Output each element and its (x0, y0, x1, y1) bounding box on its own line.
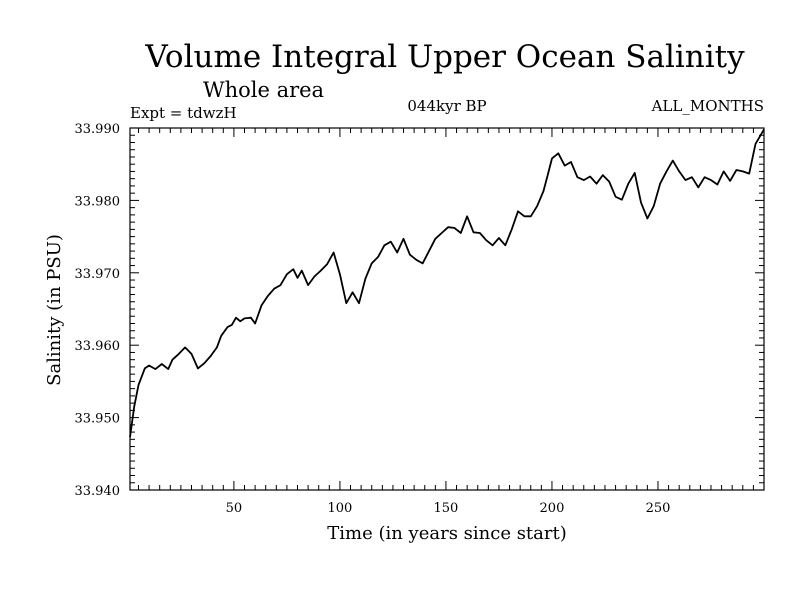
x-tick-label: 200 (540, 501, 565, 516)
x-axis-label: Time (in years since start) (327, 523, 567, 544)
series-group (129, 128, 765, 438)
x-ticks: 50 100 150 200 250 (137, 128, 765, 516)
plot-frame (129, 127, 765, 491)
x-tick-label: 100 (328, 501, 353, 516)
axes (129, 127, 765, 491)
y-tick-label: 33.940 (75, 484, 121, 499)
y-tick-label: 33.950 (75, 412, 121, 427)
header-left: Expt = tdwzH (130, 104, 237, 122)
y-tick-label: 33.990 (75, 122, 121, 137)
header-right: ALL_MONTHS (651, 97, 764, 115)
y-tick-label: 33.980 (75, 194, 121, 209)
header-center: 044kyr BP (407, 97, 486, 115)
x-tick-label: 250 (646, 501, 671, 516)
chart-title: Volume Integral Upper Ocean Salinity (144, 39, 745, 75)
x-tick-label: 150 (434, 501, 459, 516)
x-tick-label: 50 (226, 501, 243, 516)
chart-subtitle: Whole area (203, 78, 324, 102)
y-ticks: 33.940 33.950 33.960 33.970 33.980 33.990 (75, 122, 764, 499)
y-axis-label: Salinity (in PSU) (44, 234, 65, 386)
salinity-series-line (129, 128, 765, 438)
y-tick-label: 33.960 (75, 339, 121, 354)
y-tick-label: 33.970 (75, 267, 121, 282)
